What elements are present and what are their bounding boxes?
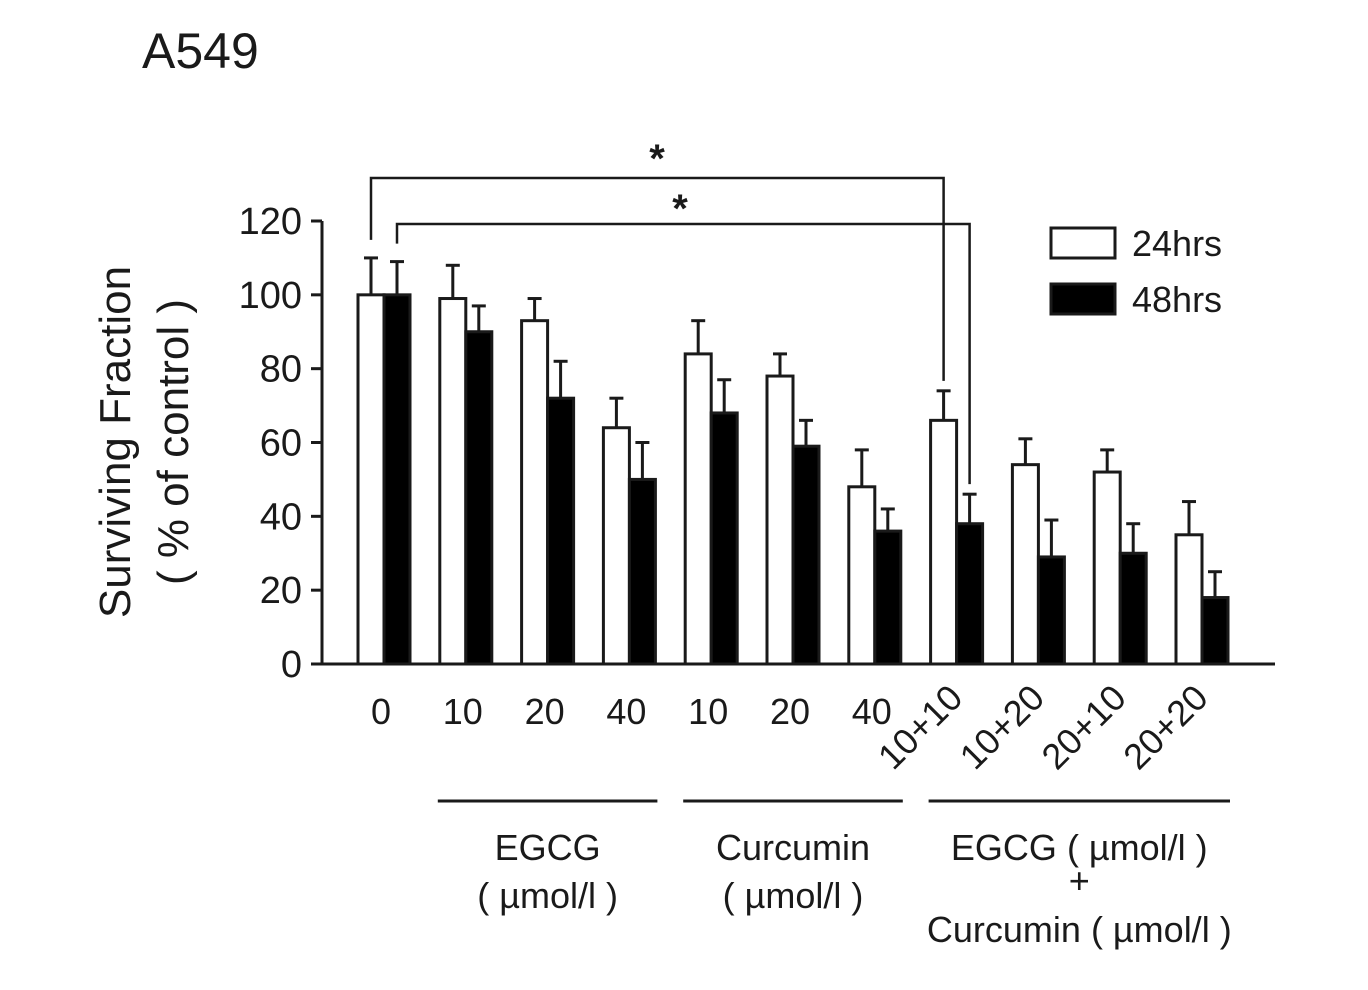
x-tick-label: 10 xyxy=(443,691,483,732)
bar-24hrs xyxy=(1174,533,1204,666)
significance-bracket xyxy=(369,176,945,381)
group-label: Curcumin ( µmol/l ) xyxy=(927,909,1232,950)
x-tick-label: 40 xyxy=(852,691,892,732)
x-tick-label: 10+20 xyxy=(952,677,1052,777)
bar-48hrs xyxy=(627,477,657,666)
x-tick-label: 40 xyxy=(606,691,646,732)
legend-label: 48hrs xyxy=(1132,279,1222,320)
y-tick-label: 40 xyxy=(260,496,302,538)
group-label: + xyxy=(1069,860,1090,901)
bar-24hrs xyxy=(929,418,959,666)
bar-48hrs xyxy=(1200,596,1230,666)
bar-24hrs xyxy=(683,352,713,666)
significance-bracket xyxy=(395,222,971,485)
bar-24hrs xyxy=(765,374,795,666)
x-tick-label: 0 xyxy=(371,691,391,732)
legend-swatch-24hrs xyxy=(1049,226,1117,260)
y-tick-label: 60 xyxy=(260,423,302,465)
y-tick-label: 20 xyxy=(260,570,302,612)
y-axis-subtitle: ( % of control ) xyxy=(149,299,198,585)
bar-48hrs xyxy=(1036,555,1066,666)
bar-48hrs xyxy=(382,293,412,666)
group-label: EGCG ( µmol/l ) xyxy=(951,827,1208,868)
y-tick-label: 0 xyxy=(281,644,302,686)
significance-star: * xyxy=(649,137,665,181)
group-label: EGCG xyxy=(495,827,601,868)
y-tick-label: 100 xyxy=(239,275,302,317)
bar-48hrs xyxy=(791,444,821,666)
bar-48hrs xyxy=(464,330,494,666)
bar-48hrs xyxy=(709,411,739,666)
x-tick-label: 10 xyxy=(688,691,728,732)
bar-48hrs xyxy=(955,522,985,666)
bar-24hrs xyxy=(847,485,877,666)
legend-swatch-48hrs xyxy=(1049,282,1117,316)
x-tick-label: 20+20 xyxy=(1115,677,1215,777)
group-label: ( µmol/l ) xyxy=(477,875,618,916)
bar-24hrs xyxy=(520,319,550,666)
group-label: Curcumin xyxy=(716,827,870,868)
bar-48hrs xyxy=(1118,551,1148,666)
bar-48hrs xyxy=(546,396,576,666)
significance-star: * xyxy=(672,187,688,231)
bar-24hrs xyxy=(438,297,468,666)
x-tick-label: 20 xyxy=(525,691,565,732)
bar-24hrs xyxy=(1010,463,1040,666)
y-axis-title: Surviving Fraction xyxy=(91,266,140,618)
group-label: ( µmol/l ) xyxy=(723,875,864,916)
x-tick-label: 20+10 xyxy=(1033,677,1133,777)
legend-label: 24hrs xyxy=(1132,223,1222,264)
bar-24hrs xyxy=(356,293,386,666)
y-tick-label: 120 xyxy=(239,201,302,243)
bar-48hrs xyxy=(873,529,903,666)
bar-24hrs xyxy=(1092,470,1122,666)
y-tick-label: 80 xyxy=(260,349,302,391)
x-tick-label: 20 xyxy=(770,691,810,732)
bar-24hrs xyxy=(601,426,631,666)
panel-label: A549 xyxy=(142,23,259,79)
